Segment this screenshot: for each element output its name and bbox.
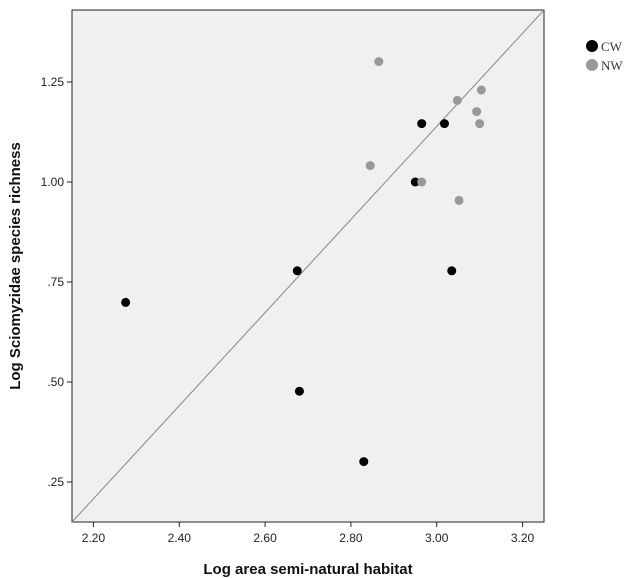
x-tick-label: 2.60 (253, 531, 277, 545)
x-tick-label: 2.40 (168, 531, 192, 545)
point-cw (292, 266, 302, 276)
data-points (121, 57, 486, 467)
point-cw (447, 266, 457, 276)
y-tick-label: .75 (47, 275, 64, 289)
y-tick-label: .25 (47, 475, 64, 489)
x-axis-title: Log area semi-natural habitat (203, 561, 412, 578)
x-tick-label: 3.20 (511, 531, 535, 545)
legend-marker-cw (586, 40, 598, 52)
point-nw (476, 85, 486, 95)
point-cw (294, 386, 304, 396)
y-tick-label: 1.25 (41, 75, 65, 89)
point-nw (365, 161, 375, 171)
point-nw (454, 195, 464, 205)
legend-marker-nw (586, 59, 598, 71)
point-cw (359, 457, 369, 467)
point-nw (452, 95, 462, 105)
y-axis-title: Log Sciomyzidae species richness (7, 142, 24, 390)
x-tick-label: 2.20 (82, 531, 106, 545)
legend-label-cw: CW (601, 39, 623, 54)
point-cw (121, 297, 131, 307)
y-axis: .25 .50 .75 1.00 1.25 (41, 75, 72, 489)
point-nw (417, 177, 427, 187)
point-nw (472, 107, 482, 117)
legend-label-nw: NW (601, 58, 623, 73)
point-nw (374, 57, 384, 67)
legend: CW NW (586, 39, 623, 73)
point-cw (439, 119, 449, 129)
y-tick-label: 1.00 (41, 175, 65, 189)
reference-line (71, 9, 545, 523)
x-tick-label: 3.00 (425, 531, 449, 545)
y-tick-label: .50 (47, 375, 64, 389)
point-cw (417, 119, 427, 129)
x-tick-label: 2.80 (339, 531, 363, 545)
x-axis: 2.20 2.40 2.60 2.80 3.00 3.20 (82, 522, 535, 545)
point-cw (410, 177, 420, 187)
point-nw (475, 119, 485, 129)
